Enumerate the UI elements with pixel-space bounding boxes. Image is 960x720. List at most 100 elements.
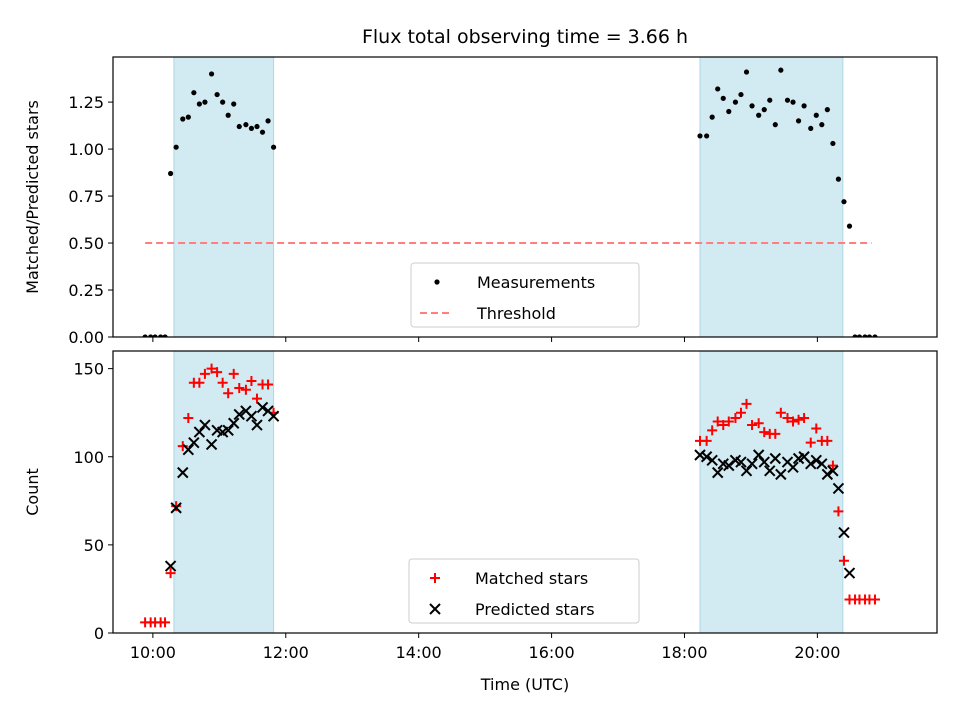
measurements-point — [243, 122, 249, 128]
measurements-point — [225, 112, 231, 118]
measurements-point — [749, 103, 755, 109]
legend-box — [410, 262, 640, 328]
predicted-stars-point — [694, 449, 706, 461]
predicted-stars-point — [752, 449, 765, 461]
measurements-point — [732, 99, 739, 105]
measurements-point — [259, 129, 266, 135]
x-tick-label: 20:00 — [794, 643, 840, 662]
measurements-point — [835, 176, 842, 182]
measurements-point — [830, 140, 836, 147]
matched-stars-point — [811, 423, 822, 434]
matched-stars-point — [712, 416, 723, 427]
measurements-point — [801, 103, 807, 109]
matched-stars-point — [838, 555, 849, 566]
predicted-stars-point — [816, 458, 828, 470]
matched-stars-point — [206, 363, 217, 374]
measurements-point — [856, 334, 863, 337]
legend-label: Measurements — [477, 273, 595, 292]
measurements-point — [236, 123, 242, 130]
measurements-point — [265, 118, 271, 124]
matched-stars-point — [194, 377, 205, 388]
measurements-point — [196, 101, 202, 107]
x-tick-label: 10:00 — [130, 643, 176, 662]
predicted-stars-point — [758, 456, 770, 468]
legend: Matched stars Predicted stars — [408, 558, 640, 624]
measurements-point — [220, 99, 226, 105]
matched-stars-point — [723, 416, 734, 427]
matched-stars-point — [718, 420, 729, 431]
measurements-point — [715, 86, 721, 92]
observing-window-1 — [173, 56, 275, 338]
predicted-stars-point — [746, 458, 758, 470]
measurements-point — [808, 125, 814, 132]
y-tick-label: 0.25 — [68, 281, 104, 300]
axes-frame — [112, 56, 938, 338]
predicted-stars-point — [188, 436, 200, 449]
legend-label: Predicted stars — [475, 600, 595, 619]
series-group — [140, 363, 880, 628]
predicted-stars-point — [769, 452, 782, 465]
legend-box — [408, 558, 640, 624]
matched-stars-point — [869, 594, 880, 605]
measurements-point — [726, 108, 732, 115]
matched-stars-point — [730, 412, 741, 423]
measurements-point — [142, 334, 148, 337]
measurements-point — [866, 334, 873, 337]
predicted-stars-point — [821, 468, 834, 481]
measurements-point — [173, 144, 179, 150]
matched-stars-point — [223, 388, 234, 399]
predicted-stars-point — [764, 465, 776, 477]
predicted-stars-point — [838, 526, 850, 539]
measurements-point — [772, 122, 778, 128]
y-tick-label: 0.75 — [68, 187, 104, 206]
measurements-point — [180, 116, 186, 122]
matched-stars-point — [199, 368, 210, 379]
predicted-stars-point — [199, 419, 211, 431]
matched-stars-point — [799, 412, 810, 423]
y-tick-label: 1.25 — [68, 93, 104, 112]
x-axis-title: Time (UTC) — [480, 675, 569, 694]
legend-label: Matched stars — [475, 569, 588, 588]
predicted-stars-point — [735, 456, 747, 468]
predicted-stars-point — [205, 438, 218, 451]
predicted-stars-point — [222, 424, 234, 437]
predicted-stars-point — [182, 443, 195, 456]
measurements-point — [738, 91, 744, 98]
observing-window-2 — [699, 56, 844, 338]
y-tick-label: 50 — [84, 536, 104, 555]
predicted-stars-point — [251, 419, 263, 431]
predicted-stars-point — [233, 408, 245, 421]
matched-stars-point — [735, 407, 746, 418]
predicted-stars-point — [810, 454, 822, 466]
matched-stars-point — [701, 435, 712, 446]
predicted-stars-point — [177, 466, 189, 479]
axes-frame — [112, 350, 938, 634]
matched-stars-point — [234, 383, 245, 394]
measurements-point — [819, 122, 825, 128]
measurements-point — [208, 71, 215, 77]
measurements-point — [162, 334, 168, 337]
measurements-point — [152, 334, 158, 337]
matched-stars-point — [747, 420, 758, 431]
predicted-stars-point — [787, 461, 799, 474]
predicted-stars-point — [700, 451, 713, 463]
measurements-point — [254, 123, 260, 130]
predicted-stars-point — [712, 466, 724, 479]
matched-stars-point — [759, 427, 770, 438]
measurements-point — [248, 125, 255, 132]
x-tick-label: 18:00 — [661, 643, 707, 662]
predicted-stars-point — [775, 468, 787, 481]
ratio-panel: 0.00 0.25 0.50 0.75 1.00 1.25 Matched/Predicte… — [23, 56, 938, 347]
predicted-stars-point — [228, 417, 240, 429]
chart-title: Flux total observing time = 3.66 h — [362, 26, 688, 48]
matched-stars-point — [753, 418, 764, 429]
measurements-point — [813, 112, 819, 118]
matched-stars-point — [707, 425, 718, 436]
predicted-stars-point — [843, 567, 856, 579]
measurements-point — [824, 107, 830, 113]
measurements-point — [202, 99, 208, 105]
measurements-point — [784, 97, 791, 103]
measurements-point — [872, 334, 878, 337]
y-tick-label: 0.00 — [68, 328, 104, 347]
